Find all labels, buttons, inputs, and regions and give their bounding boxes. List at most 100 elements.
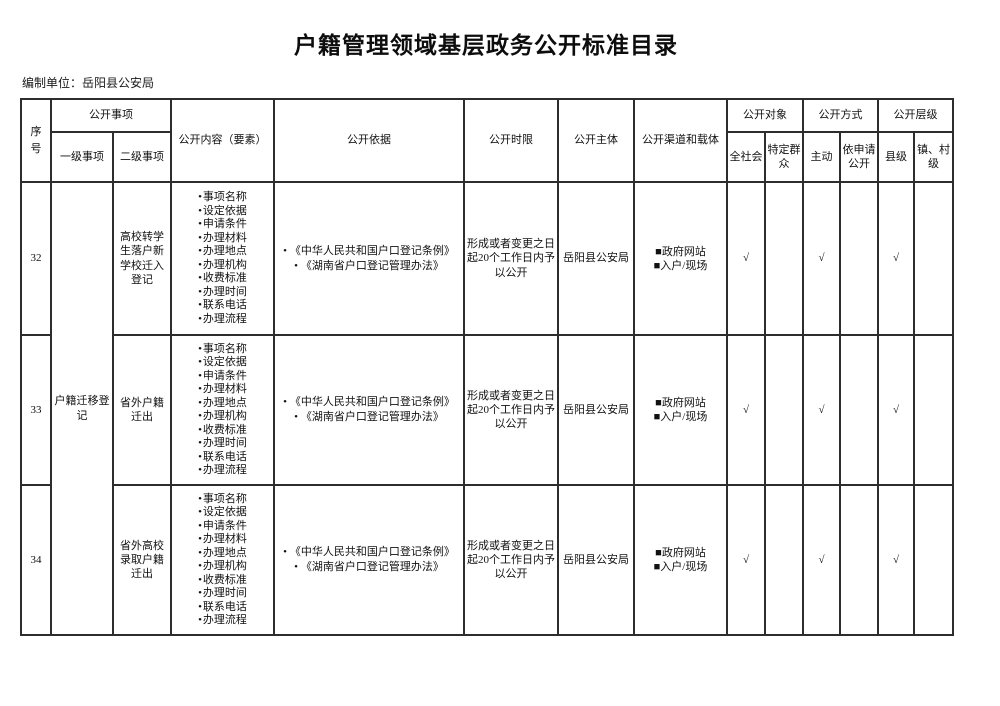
list-item: •联系电话 <box>198 600 247 613</box>
bullet-icon: • <box>198 272 202 284</box>
list-item: •收费标准 <box>198 272 247 284</box>
bullet-icon: • <box>283 546 287 558</box>
list-item: •联系电话 <box>198 299 247 311</box>
list-item: • 《中华人民共和国户口登记条例》 <box>283 396 455 408</box>
bullet-icon: • <box>198 587 202 599</box>
check-method-on-request <box>839 181 879 336</box>
list-item: ■入户/现场 <box>653 561 708 573</box>
seq-cell: 34 <box>20 484 52 636</box>
bullet-icon: ■ <box>653 259 661 272</box>
list-item: •办理材料 <box>198 383 247 395</box>
channels-cell: ■政府网站 ■入户/现场 <box>633 334 728 486</box>
seq-cell: 32 <box>20 181 52 336</box>
level2-cell: 高校转学生落户新学校迁入登记 <box>112 181 172 336</box>
level1-cell: 户籍迁移登记 <box>50 181 114 636</box>
list-item: •办理时间 <box>198 587 247 599</box>
bullet-icon: • <box>198 423 202 436</box>
table-row: 34 省外高校录取户籍迁出 •事项名称 •设定依据 •申请条件 •办理材料 •办理地点 •… <box>20 484 954 636</box>
list-item: •办理机构 <box>198 410 247 422</box>
list-item: •办理时间 <box>198 437 247 449</box>
time-limit-cell: 形成或者变更之日起20个工作日内予以公开 <box>463 334 559 486</box>
list-item: •设定依据 <box>198 356 247 368</box>
bullet-icon: • <box>198 218 202 230</box>
basis-cell: • 《中华人民共和国户口登记条例》 • 《湖南省户口登记管理办法》 <box>273 334 465 486</box>
bullet-icon: • <box>198 450 202 463</box>
header-audience-specific: 特定群众 <box>764 131 804 183</box>
check-level-county: √ <box>877 181 915 336</box>
bullet-icon: • <box>198 464 202 476</box>
check-audience-all: √ <box>726 484 766 636</box>
header-subject: 公开主体 <box>557 98 635 183</box>
list-item: •办理机构 <box>198 560 247 572</box>
check-method-active: √ <box>802 181 841 336</box>
list-item: •办理流程 <box>198 464 247 476</box>
check-level-town <box>913 181 954 336</box>
seq-cell: 33 <box>20 334 52 486</box>
subject-cell: 岳阳县公安局 <box>557 181 635 336</box>
prepared-by-line: 编制单位：岳阳县公安局 <box>22 76 155 90</box>
basis-cell: • 《中华人民共和国户口登记条例》 • 《湖南省户口登记管理办法》 <box>273 484 465 636</box>
bullet-icon: • <box>198 285 202 298</box>
list-item: ■政府网站 <box>655 245 706 258</box>
header-audience-group: 公开对象 <box>726 98 804 133</box>
list-item: •办理时间 <box>198 285 247 298</box>
time-limit-cell: 形成或者变更之日起20个工作日内予以公开 <box>463 484 559 636</box>
bullet-icon: • <box>198 560 202 572</box>
header-level1: 一级事项 <box>50 131 114 183</box>
list-item: • 《湖南省户口登记管理办法》 <box>294 411 444 423</box>
bullet-icon: • <box>294 411 298 423</box>
list-item: •办理地点 <box>198 245 247 257</box>
level2-cell: 省外户籍迁出 <box>112 334 172 486</box>
list-item: •申请条件 <box>198 218 247 230</box>
bullet-icon: • <box>198 546 202 559</box>
bullet-icon: • <box>198 437 202 449</box>
list-item: • 《湖南省户口登记管理办法》 <box>294 259 444 272</box>
bullet-icon: • <box>198 492 202 505</box>
bullet-icon: • <box>294 259 298 272</box>
header-time-limit: 公开时限 <box>463 98 559 183</box>
subject-cell: 岳阳县公安局 <box>557 334 635 486</box>
list-item: •收费标准 <box>198 423 247 436</box>
bullet-icon: • <box>294 561 298 573</box>
bullet-icon: • <box>198 258 202 271</box>
header-content: 公开内容（要素） <box>170 98 275 183</box>
list-item: ■入户/现场 <box>653 259 708 272</box>
content-cell: •事项名称 •设定依据 •申请条件 •办理材料 •办理地点 •办理机构 •收费标准 •办理时间… <box>170 181 275 336</box>
check-audience-all: √ <box>726 334 766 486</box>
list-item: •办理地点 <box>198 396 247 409</box>
list-item: • 《中华人民共和国户口登记条例》 <box>283 244 455 257</box>
channels-cell: ■政府网站 ■入户/现场 <box>633 484 728 636</box>
bullet-icon: ■ <box>655 397 662 409</box>
check-level-county: √ <box>877 484 915 636</box>
check-audience-specific <box>764 334 804 486</box>
list-item: •办理流程 <box>198 312 247 325</box>
bullet-icon: • <box>198 342 202 355</box>
check-method-active: √ <box>802 334 841 486</box>
list-item: •办理材料 <box>198 533 247 545</box>
bullet-icon: • <box>198 312 202 325</box>
check-level-county: √ <box>877 334 915 486</box>
header-row-top: 序号 公开事项 公开内容（要素） 公开依据 公开时限 公开主体 公开渠道和载体 … <box>20 98 954 183</box>
list-item: •申请条件 <box>198 519 247 532</box>
bullet-icon: • <box>198 204 202 217</box>
list-item: •收费标准 <box>198 573 247 586</box>
basis-cell: • 《中华人民共和国户口登记条例》 • 《湖南省户口登记管理办法》 <box>273 181 465 336</box>
level2-cell: 省外高校录取户籍迁出 <box>112 484 172 636</box>
bullet-icon: • <box>198 369 202 382</box>
header-open-items-group: 公开事项 <box>50 98 172 133</box>
header-row-sub: 一级事项 二级事项 全社会 特定群众 主动 依申请公开 县级 镇、村级 <box>21 131 954 183</box>
list-item: •办理材料 <box>198 231 247 244</box>
check-method-active: √ <box>802 484 841 636</box>
list-item: •申请条件 <box>198 369 247 382</box>
page-title: 户籍管理领域基层政务公开标准目录 <box>294 33 678 58</box>
header-audience-all: 全社会 <box>726 131 766 183</box>
header-method-active: 主动 <box>802 131 841 183</box>
bullet-icon: • <box>198 506 202 518</box>
check-audience-all: √ <box>726 181 766 336</box>
bullet-icon: • <box>198 191 202 203</box>
check-level-town <box>913 484 954 636</box>
subject-cell: 岳阳县公安局 <box>557 484 635 636</box>
check-method-on-request <box>839 484 879 636</box>
content-cell: •事项名称 •设定依据 •申请条件 •办理材料 •办理地点 •办理机构 •收费标准 •办理时间… <box>170 484 275 636</box>
content-cell: •事项名称 •设定依据 •申请条件 •办理材料 •办理地点 •办理机构 •收费标准 •办理时间… <box>170 334 275 486</box>
